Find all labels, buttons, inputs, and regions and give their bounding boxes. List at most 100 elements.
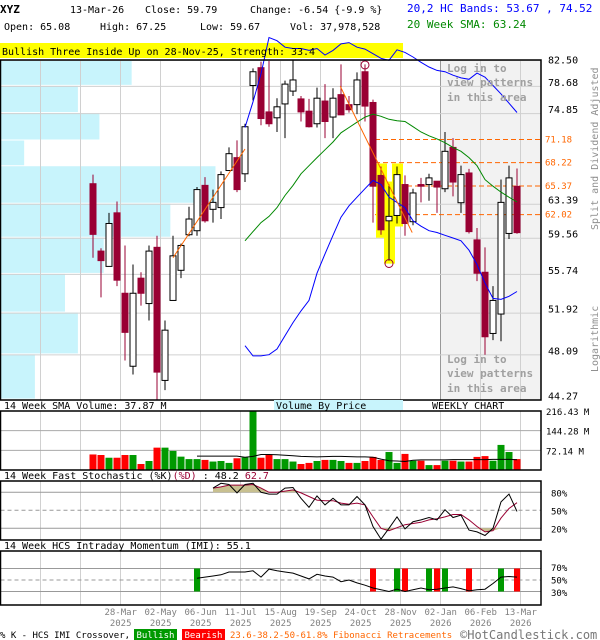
price-tick-label: 63.39 <box>548 196 578 207</box>
volume-panel: 216.43 M 144.28 M 72.14 M <box>0 408 590 471</box>
volume-bar <box>161 447 169 470</box>
stochastic-plot-area <box>0 481 541 540</box>
candle-bearish <box>97 250 105 262</box>
pattern-banner[interactable]: Bullish Three Inside Up on 28-Nov-25, St… <box>2 47 315 58</box>
volume-tick-label: 144.28 M <box>546 428 590 438</box>
candle-bearish <box>89 183 97 235</box>
candle-bearish <box>433 180 441 188</box>
candle-bullish <box>353 79 361 106</box>
date-tick-label: 13-Mar <box>504 608 537 618</box>
imi-tick-label: 30% <box>551 589 568 599</box>
candle-bullish <box>217 174 225 209</box>
date-tick-label: 28-Mar <box>104 608 137 618</box>
stochastic-panel-frame <box>0 480 542 541</box>
volume-bar <box>105 457 113 470</box>
fib-swing-line <box>172 148 246 259</box>
candle-bearish <box>153 246 161 373</box>
imi-crossover-bar-bearish <box>402 568 408 592</box>
candle-bullish <box>329 97 337 118</box>
date-tick-year: 2025 <box>350 619 372 629</box>
volume-bar <box>409 460 417 470</box>
open-value: Open: 65.08 <box>4 22 70 33</box>
volume-by-price-bar <box>0 312 78 354</box>
svg-text:Log in to: Log in to <box>447 353 507 366</box>
candle-bearish <box>513 185 521 234</box>
price-tick-label: 55.74 <box>548 266 578 277</box>
hc-bands-value: 20,2 HC Bands: 53.67 , 74.52 <box>407 2 592 15</box>
date-tick-year: 2025 <box>390 619 412 629</box>
fib-level-label: 65.37 <box>545 182 572 192</box>
candle-bullish <box>105 222 113 267</box>
price-plot: 71.18 68.22 65.37 62.02 <box>0 36 572 401</box>
volume-bar <box>465 461 473 470</box>
date-tick-label: 15-Aug <box>264 608 297 618</box>
volume-panel-label: 14 Week SMA Volume: 37.87 M <box>4 401 167 412</box>
volume-bar <box>425 465 433 470</box>
price-tick-label: 48.09 <box>548 346 578 357</box>
login-overlay-bottom[interactable]: Log in to view patterns in this area <box>447 353 533 395</box>
candle-bearish <box>137 277 145 294</box>
login-overlay-top[interactable]: Log in to view patterns in this area <box>447 62 533 104</box>
volume-bar <box>233 458 241 470</box>
candle-bearish <box>337 94 345 116</box>
stochastic-k-line <box>212 482 518 540</box>
bullish-legend: Bullish <box>137 631 175 640</box>
volume-bar <box>417 460 425 470</box>
fib-level-label: 68.22 <box>545 159 572 169</box>
price-panel-frame <box>0 59 542 401</box>
volume-bar <box>169 450 177 470</box>
volume-bar <box>433 465 441 470</box>
candle-bearish <box>265 111 273 125</box>
volume-bar <box>449 460 457 470</box>
imi-crossover-bar-bullish <box>426 568 432 592</box>
volume-bar <box>313 461 321 470</box>
weekly-chart-label: WEEKLY CHART <box>432 401 504 412</box>
candle-bullish <box>313 97 321 125</box>
volume-bar <box>481 456 489 470</box>
candle-bullish <box>273 106 281 119</box>
candle-bullish <box>497 201 505 315</box>
imi-line <box>196 568 518 593</box>
volume-bar <box>457 461 465 470</box>
volume-bar <box>329 459 337 470</box>
candle-bearish <box>369 101 377 187</box>
imi-crossover-bar-bearish <box>466 568 472 592</box>
candle-bullish <box>249 71 257 87</box>
imi-crossover-bar-bearish <box>370 568 376 592</box>
volume-bar <box>441 460 449 470</box>
sma-value: 20 Week SMA: 63.24 <box>407 18 527 31</box>
volume-bar <box>353 462 361 470</box>
svg-text:view patterns: view patterns <box>447 367 533 380</box>
candle-bearish <box>113 212 121 281</box>
price-tick-label: 51.92 <box>548 305 578 316</box>
volume-bar <box>145 461 153 470</box>
candle-bullish <box>425 177 433 186</box>
volume-bar <box>89 454 97 470</box>
volume-bar <box>137 464 145 470</box>
volume-by-price-bg <box>274 400 403 410</box>
bearish-swatch <box>182 629 225 640</box>
date-tick-year: 2025 <box>110 619 132 629</box>
svg-text:in this area: in this area <box>447 382 526 395</box>
stochastic-tick-label: 50% <box>551 507 568 517</box>
volume-bar <box>489 460 497 470</box>
candle-bullish <box>281 83 289 105</box>
volume-bar <box>321 459 329 470</box>
brand-link[interactable]: ©HotCandlestick.com <box>460 628 597 640</box>
imi-panel: 70% 50% 30% <box>0 550 568 606</box>
candle-bearish <box>297 98 305 113</box>
volume-tick-label: 72.14 M <box>546 447 585 457</box>
volume-by-price-bar <box>0 237 104 273</box>
volume-bar <box>177 456 185 470</box>
volume-bar <box>289 461 297 470</box>
volume-bar <box>241 457 249 470</box>
candle-bullish <box>145 250 153 305</box>
stochastic-panel-label: 14 Week Fast Stochastic (%K)(%D) : 48.2 … <box>4 471 269 482</box>
candle-bullish <box>505 177 513 234</box>
volume-by-price-bar <box>0 273 65 312</box>
candle-bearish <box>121 292 129 333</box>
bullish-swatch <box>134 629 177 640</box>
sma20-line <box>244 113 518 242</box>
pattern-marker-circle <box>360 60 370 70</box>
imi-tick-label: 70% <box>551 564 568 574</box>
